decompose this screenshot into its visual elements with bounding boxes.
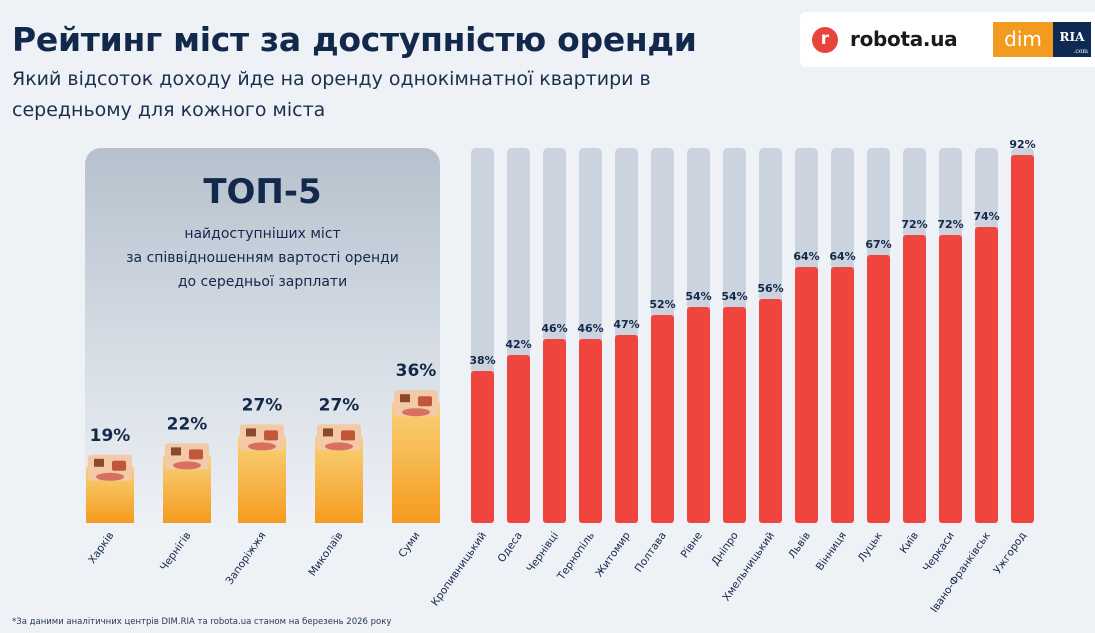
ria-logo-sub: .com: [1073, 48, 1088, 55]
category-label: Тернопіль: [555, 530, 597, 583]
value-label: 56%: [757, 282, 783, 295]
room-illustration-icon: [88, 454, 132, 481]
category-label: Рівне: [679, 530, 705, 560]
value-label: 47%: [613, 318, 639, 331]
value-label: 42%: [505, 338, 531, 351]
value-label: 52%: [649, 298, 675, 311]
bar: [759, 299, 782, 523]
bar: [867, 255, 890, 523]
value-label: 72%: [901, 218, 927, 231]
category-label: Ужгород: [992, 530, 1029, 576]
chart-subtitle: Який відсоток доходу йде на оренду однок…: [12, 68, 651, 121]
value-label: 64%: [829, 250, 855, 263]
category-label: Черкаси: [921, 530, 957, 574]
bar: [543, 339, 566, 523]
category-label: Вінниця: [814, 530, 849, 573]
category-label: Запоріжжя: [223, 530, 268, 587]
value-label: 92%: [1009, 138, 1035, 151]
bar: [831, 267, 854, 523]
bar: [1011, 155, 1034, 523]
value-label: 72%: [937, 218, 963, 231]
value-label: 54%: [685, 290, 711, 303]
category-label: Миколаїв: [306, 530, 345, 579]
bar: [315, 436, 363, 523]
category-label: Дніпро: [709, 530, 741, 568]
value-label: 36%: [396, 361, 437, 381]
value-label: 54%: [721, 290, 747, 303]
value-label: 22%: [167, 414, 208, 434]
bar: [392, 402, 440, 523]
bar: [795, 267, 818, 523]
footnote: *За даними аналітичних центрів DIM.RIA т…: [12, 617, 392, 627]
bar: [238, 436, 286, 523]
value-label: 27%: [242, 395, 283, 415]
category-label: Чернігів: [158, 530, 193, 574]
bar: [615, 335, 638, 523]
category-label: Харків: [86, 530, 116, 566]
category-label: Суми: [396, 530, 422, 560]
category-label: Луцьк: [856, 530, 885, 565]
bar: [579, 339, 602, 523]
value-label: 74%: [973, 210, 999, 223]
value-label: 46%: [577, 322, 603, 335]
ria-logo: RIA .com: [1053, 22, 1091, 57]
robota-logo-text: robota.ua: [850, 27, 958, 51]
room-illustration-icon: [165, 443, 209, 470]
bar: [507, 355, 530, 523]
dim-logo: dim: [993, 22, 1053, 57]
top5-title: ТОП-5: [203, 172, 322, 212]
chart-title: Рейтинг міст за доступністю оренди: [12, 20, 697, 59]
bar: [903, 235, 926, 523]
value-label: 67%: [865, 238, 891, 251]
bar: [939, 235, 962, 523]
bar: [975, 227, 998, 523]
value-label: 64%: [793, 250, 819, 263]
category-label: Львів: [786, 530, 813, 561]
bar: [651, 315, 674, 523]
category-label: Київ: [898, 530, 921, 556]
room-illustration-icon: [240, 424, 284, 451]
robota-logo-icon: r: [812, 27, 838, 53]
category-label: Одеса: [496, 530, 525, 565]
category-label: Чернівці: [525, 530, 561, 575]
category-label: Кропивницький: [429, 530, 489, 609]
bar: [723, 307, 746, 523]
category-label: Полтава: [633, 530, 669, 575]
ria-logo-text: RIA: [1059, 30, 1085, 44]
top5-description: найдоступніших міст за співвідношенням в…: [126, 226, 399, 290]
value-label: 38%: [469, 354, 495, 367]
category-label: Житомир: [593, 530, 633, 580]
room-illustration-icon: [317, 424, 361, 451]
bar: [471, 371, 494, 523]
value-label: 27%: [319, 395, 360, 415]
partner-logos[interactable]: r robota.ua dim RIA .com: [800, 12, 1095, 67]
room-illustration-icon: [394, 390, 438, 417]
value-label: 19%: [90, 426, 131, 446]
bar: [687, 307, 710, 523]
value-label: 46%: [541, 322, 567, 335]
